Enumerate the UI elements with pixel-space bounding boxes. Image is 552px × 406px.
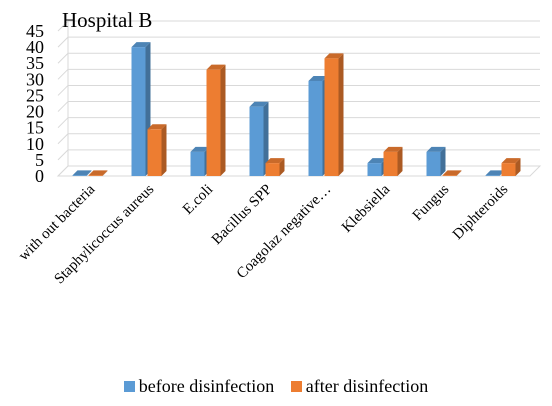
bar-side-with-out-bacteria-after <box>102 170 108 176</box>
bar-top-klebsiella-after <box>383 146 403 152</box>
bar-top-fungus-before <box>426 146 446 152</box>
x-tick-label-fungus: Fungus <box>410 181 453 224</box>
bar-diphteroids-after <box>501 163 516 176</box>
gridline-side <box>57 36 69 48</box>
bar-bacillus-spp-before <box>249 106 264 176</box>
x-tick-label-staphylicoccus-aureus: Staphylicoccus aureus <box>51 181 157 287</box>
bar-side-bacillus-spp-before <box>263 101 269 176</box>
bar-top-klebsiella-before <box>367 158 387 164</box>
y-tick-label: 30 <box>26 69 44 89</box>
bar-with-out-bacteria-before <box>72 175 87 176</box>
gridline-side <box>57 85 69 96</box>
gridline-side <box>57 149 69 161</box>
bar-staphylicoccus-aureus-after <box>147 129 162 176</box>
y-tick-label: 10 <box>26 134 44 154</box>
bar-top-staphylicoccus-aureus-before <box>131 42 151 48</box>
bar-top-coagolaz-negative-before <box>308 75 328 81</box>
gridline-side <box>57 52 69 64</box>
gridline-side <box>57 68 69 80</box>
bar-top-staphylicoccus-aureus-after <box>147 124 167 130</box>
y-tick-label: 25 <box>26 85 44 105</box>
x-tick-label-klebsiella: Klebsiella <box>339 181 394 236</box>
y-tick-label: 20 <box>26 102 44 122</box>
bar-top-coagolaz-negative-after <box>324 53 344 59</box>
x-tick-label-diphteroids: Diphteroids <box>450 181 512 243</box>
legend: before disinfection after disinfection <box>0 376 552 397</box>
legend-label-before: before disinfection <box>138 376 275 396</box>
bar-coagolaz-negative-before <box>308 80 323 176</box>
legend-item-before: before disinfection <box>123 376 275 397</box>
legend-swatch-after <box>290 381 302 392</box>
bar-diphteroids-before <box>485 175 500 176</box>
gridline-side <box>57 101 69 112</box>
y-tick-label: 0 <box>35 166 44 186</box>
bar-top-diphteroids-after <box>501 158 521 164</box>
bar-side-e-coli-after <box>220 64 226 176</box>
y-tick-label: 40 <box>26 37 44 57</box>
bar-top-e-coli-before <box>190 146 210 152</box>
bar-top-e-coli-after <box>206 64 226 70</box>
y-tick-label: 45 <box>26 21 44 41</box>
legend-label-after: after disinfection <box>305 376 429 396</box>
bar-e-coli-after <box>206 69 221 176</box>
bar-side-fungus-after <box>456 170 462 176</box>
bar-staphylicoccus-aureus-before <box>131 47 146 176</box>
bar-side-diphteroids-after <box>515 158 521 176</box>
legend-item-after: after disinfection <box>290 376 429 397</box>
bar-top-with-out-bacteria-after <box>88 170 108 176</box>
bar-top-diphteroids-before <box>485 170 505 176</box>
gridline-side <box>57 117 69 129</box>
chart-title: Hospital B <box>62 8 153 32</box>
x-tick-label-e-coli: E.coli <box>180 182 216 218</box>
bar-klebsiella-before <box>367 163 382 176</box>
bar-with-out-bacteria-after <box>88 175 103 176</box>
bar-top-bacillus-spp-after <box>265 158 285 164</box>
bar-side-coagolaz-negative-after <box>338 53 344 177</box>
bar-coagolaz-negative-after <box>324 58 339 177</box>
bar-bacillus-spp-after <box>265 163 280 176</box>
bar-e-coli-before <box>190 151 205 176</box>
bar-side-klebsiella-after <box>397 146 403 176</box>
floor <box>56 165 542 177</box>
gridline-side <box>57 133 69 145</box>
y-tick-label: 15 <box>26 118 44 138</box>
bar-top-fungus-after <box>442 170 462 176</box>
bar-side-bacillus-spp-after <box>279 158 285 176</box>
bar-side-with-out-bacteria-before <box>86 170 92 176</box>
bar-fungus-after <box>442 175 457 176</box>
bar-side-fungus-before <box>440 146 446 176</box>
gridline-side <box>57 20 69 32</box>
bar-top-bacillus-spp-before <box>249 101 269 107</box>
legend-swatch-before <box>123 381 135 392</box>
bar-fungus-before <box>426 151 441 176</box>
bar-top-with-out-bacteria-before <box>72 170 92 176</box>
y-tick-label: 35 <box>26 53 44 73</box>
y-tick-label: 5 <box>35 150 44 170</box>
bar-side-staphylicoccus-aureus-after <box>161 124 167 176</box>
bar-klebsiella-after <box>383 151 398 176</box>
